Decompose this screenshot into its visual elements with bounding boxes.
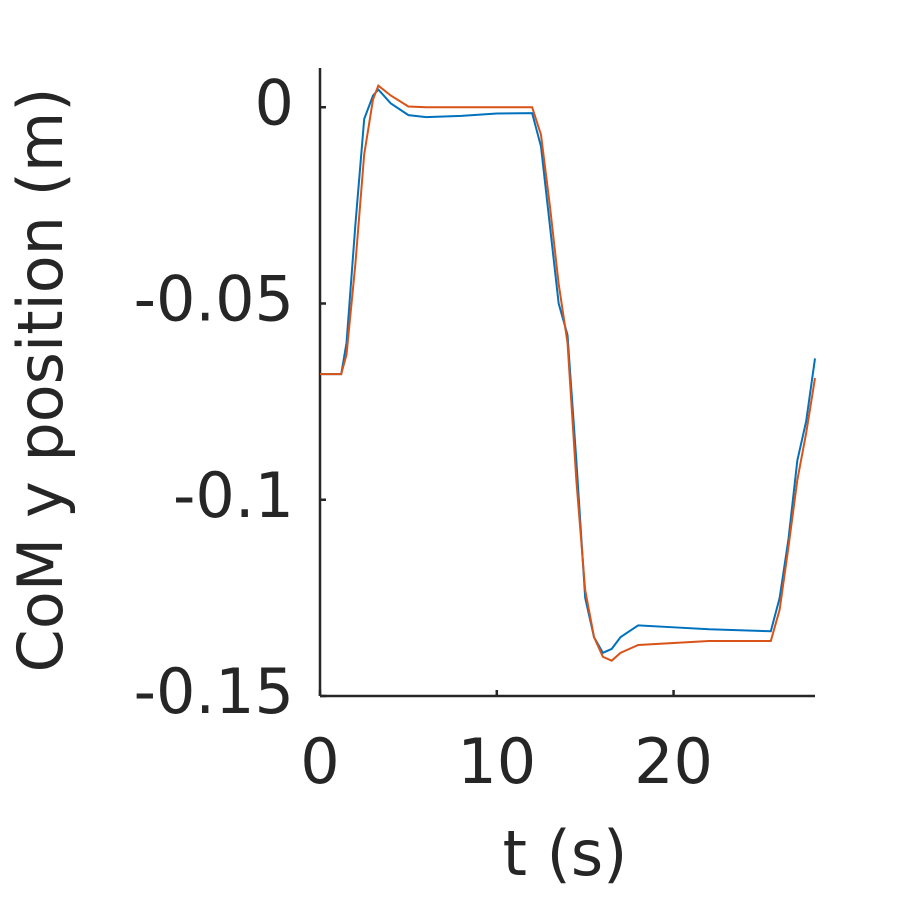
series-line [320,84,816,662]
x-axis-label: t (s) [503,817,628,890]
y-tick-label: 0 [255,66,294,139]
y-tick-label: -0.15 [134,655,294,728]
y-axis-label: CoM y position (m) [4,88,77,673]
x-tick-label: 20 [634,725,713,798]
y-tick-label: -0.1 [173,459,294,532]
x-tick-label: 0 [300,725,339,798]
y-tick-label: -0.05 [134,263,294,336]
x-tick-label: 10 [457,725,536,798]
series-line [320,88,816,655]
